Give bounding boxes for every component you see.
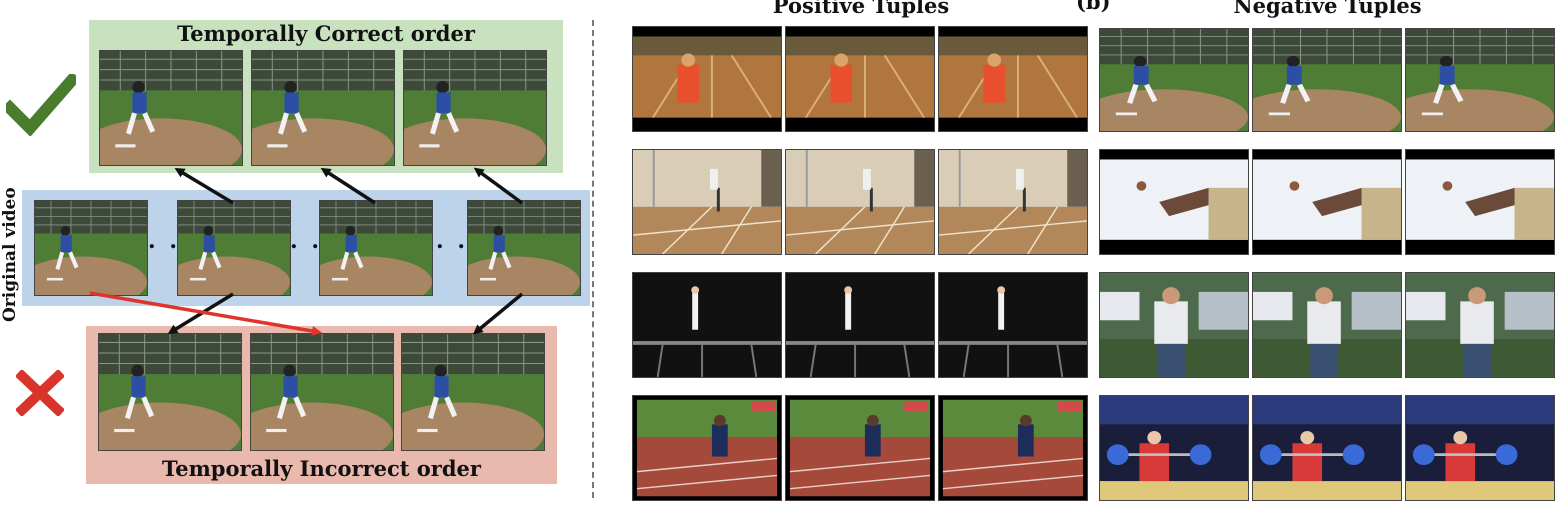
arrow-misplaced bbox=[89, 291, 322, 336]
correct-frame-3 bbox=[403, 50, 547, 166]
arrow-up-3 bbox=[473, 167, 524, 205]
arrow-up-2 bbox=[320, 167, 376, 205]
correct-frame-1 bbox=[99, 50, 243, 166]
arrow-down-2 bbox=[472, 292, 524, 335]
positive-frame-4-3 bbox=[938, 395, 1088, 501]
negative-frame-1-2 bbox=[1252, 28, 1402, 132]
original-frame-3 bbox=[319, 200, 433, 296]
positive-frame-4-1 bbox=[632, 395, 782, 501]
positive-frame-3-2 bbox=[785, 272, 935, 378]
positive-frame-1-2 bbox=[785, 26, 935, 132]
positive-frame-2-1 bbox=[632, 149, 782, 255]
negative-frame-2-3 bbox=[1405, 149, 1555, 255]
incorrect-frame-2 bbox=[250, 333, 394, 451]
positive-frame-3-1 bbox=[632, 272, 782, 378]
correct-frame-2 bbox=[251, 50, 395, 166]
negative-frame-2-1 bbox=[1099, 149, 1249, 255]
original-frame-1 bbox=[34, 200, 148, 296]
order-arrows bbox=[89, 167, 524, 336]
negative-frame-4-3 bbox=[1405, 395, 1555, 501]
positive-frame-1-1 bbox=[632, 26, 782, 132]
ellipsis-2: . . bbox=[290, 228, 322, 254]
negative-frame-4-2 bbox=[1252, 395, 1402, 501]
negative-frame-2-2 bbox=[1252, 149, 1402, 255]
original-frame-2 bbox=[177, 200, 291, 296]
positive-frame-2-2 bbox=[785, 149, 935, 255]
check-mark-icon bbox=[6, 74, 76, 136]
positive-frame-2-3 bbox=[938, 149, 1088, 255]
negative-tuples-title: Negative Tuples bbox=[1233, 0, 1422, 18]
panel-b-label: (b) bbox=[1076, 0, 1111, 14]
correct-order-title: Temporally Correct order bbox=[177, 21, 475, 46]
negative-frame-4-1 bbox=[1099, 395, 1249, 501]
negative-frame-3-2 bbox=[1252, 272, 1402, 378]
cross-mark-icon bbox=[16, 370, 64, 416]
ellipsis-1: . . bbox=[148, 228, 180, 254]
negative-frame-1-3 bbox=[1405, 28, 1555, 132]
original-frame-4 bbox=[467, 200, 581, 296]
ellipsis-3: . . bbox=[436, 228, 468, 254]
negative-frame-3-3 bbox=[1405, 272, 1555, 378]
incorrect-order-title: Temporally Incorrect order bbox=[162, 456, 481, 481]
positive-frame-4-2 bbox=[785, 395, 935, 501]
positive-frame-1-3 bbox=[938, 26, 1088, 132]
arrow-up-1 bbox=[174, 167, 234, 205]
negative-frame-1-1 bbox=[1099, 28, 1249, 132]
negative-frame-3-1 bbox=[1099, 272, 1249, 378]
positive-tuples-title: Positive Tuples bbox=[772, 0, 950, 18]
positive-frame-3-3 bbox=[938, 272, 1088, 378]
panel-divider bbox=[592, 20, 594, 498]
